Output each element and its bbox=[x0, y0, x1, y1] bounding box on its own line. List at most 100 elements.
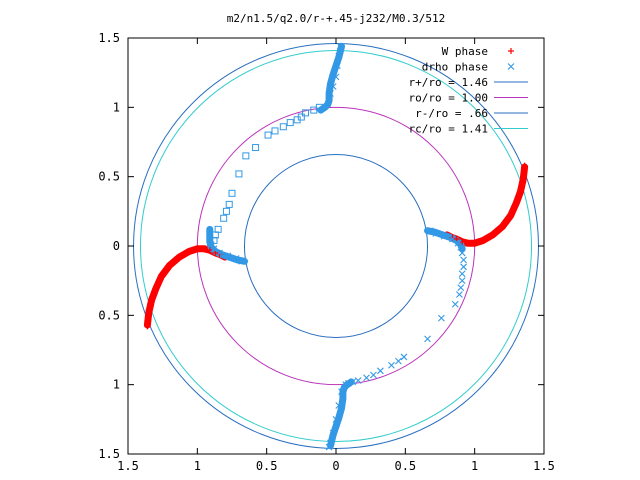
point-cross-1-10 bbox=[440, 232, 448, 240]
legend-label-0: W phase bbox=[442, 45, 488, 58]
point-plus-0-31 bbox=[473, 240, 480, 247]
point-cross-1-14 bbox=[458, 249, 466, 257]
x-tick-label-6: 1.5 bbox=[533, 459, 555, 473]
phase-points bbox=[144, 42, 528, 451]
point-cross-1-22 bbox=[437, 314, 445, 322]
point-square-2-7 bbox=[271, 127, 279, 135]
point-cross-1-1 bbox=[232, 255, 240, 262]
point-cross-1-39 bbox=[325, 443, 333, 451]
point-plus-0-9 bbox=[163, 265, 170, 272]
point-cross-1-21 bbox=[451, 300, 459, 308]
point-plus-0-11 bbox=[177, 252, 184, 259]
point-cross-1-4 bbox=[210, 245, 218, 253]
point-plus-0-25 bbox=[511, 204, 518, 211]
legend-label-1: drho phase bbox=[422, 61, 488, 74]
point-square-2-12 bbox=[228, 189, 236, 197]
point-cross-1-12 bbox=[454, 239, 462, 247]
point-cross-1-13 bbox=[457, 243, 465, 251]
point-square-2-6 bbox=[279, 123, 287, 131]
point-cross-1-29 bbox=[363, 374, 370, 382]
point-plus-0-3 bbox=[145, 306, 152, 313]
point-cross-1-2 bbox=[224, 252, 232, 260]
point-square-2-1 bbox=[310, 106, 318, 114]
point-cross-1-31 bbox=[349, 378, 357, 386]
point-plus-0-4 bbox=[147, 301, 154, 308]
reference-circle-3 bbox=[139, 49, 533, 443]
point-plus-0-29 bbox=[488, 233, 495, 240]
legend-label-4: r-/ro = .66 bbox=[415, 107, 488, 120]
point-cross-1-8 bbox=[426, 227, 434, 235]
point-cross-1-0 bbox=[238, 257, 246, 265]
y-tick-label-3: 0 bbox=[113, 239, 120, 253]
point-square-2-18 bbox=[210, 236, 218, 244]
y-tick-label-5: 1 bbox=[113, 378, 120, 392]
point-square-2-13 bbox=[225, 200, 233, 208]
point-plus-0-2 bbox=[145, 312, 152, 319]
point-square-2-5 bbox=[286, 119, 294, 127]
point-cross-1-33 bbox=[342, 381, 350, 389]
point-cross-1-17 bbox=[458, 270, 466, 278]
x-tick-label-0: 1.5 bbox=[117, 459, 139, 473]
point-cross-1-41 bbox=[329, 83, 337, 90]
x-tick-label-3: 0 bbox=[332, 459, 339, 473]
point-cross-1-44 bbox=[335, 52, 343, 60]
point-square-2-14 bbox=[222, 207, 230, 215]
legend-swatch-0 bbox=[508, 48, 514, 54]
point-plus-0-24 bbox=[514, 197, 521, 204]
point-cross-1-3 bbox=[216, 249, 223, 257]
point-square-2-10 bbox=[242, 152, 250, 160]
point-cross-1-42 bbox=[332, 73, 340, 81]
point-plus-0-7 bbox=[154, 281, 161, 288]
legend: W phase drho phase r+/ro = 1.46 ro/ro = 1.0… bbox=[409, 45, 528, 136]
point-plus-0-14 bbox=[199, 245, 206, 252]
point-plus-0-21 bbox=[520, 179, 527, 186]
legend-swatch-1 bbox=[507, 63, 515, 70]
point-square-2-2 bbox=[301, 109, 309, 117]
point-cross-1-27 bbox=[376, 367, 384, 375]
y-tick-label-2: 0.5 bbox=[98, 170, 120, 184]
point-cross-1-45 bbox=[336, 42, 344, 50]
point-plus-0-5 bbox=[148, 295, 155, 302]
point-square-2-9 bbox=[252, 144, 260, 152]
point-plus-0-23 bbox=[517, 190, 524, 197]
point-plus-0-19 bbox=[521, 168, 528, 175]
point-square-2-11 bbox=[235, 170, 243, 178]
point-cross-1-5 bbox=[207, 241, 215, 249]
point-plus-0-10 bbox=[170, 258, 177, 265]
y-tick-label-4: 0.5 bbox=[98, 308, 120, 322]
point-cross-1-18 bbox=[458, 277, 466, 285]
point-cross-1-9 bbox=[432, 230, 440, 237]
point-plus-0-20 bbox=[520, 173, 527, 180]
y-tick-label-0: 1.5 bbox=[98, 31, 120, 45]
axis-ticks: 1.5 1 0.5 0 0.5 1 1.51.510.500.511.5 bbox=[98, 31, 555, 473]
legend-label-5: rc/ro = 1.41 bbox=[409, 123, 488, 136]
point-cross-1-40 bbox=[327, 90, 334, 97]
point-plus-0-1 bbox=[144, 317, 151, 324]
y-tick-label-1: 1 bbox=[113, 100, 120, 114]
point-cross-1-34 bbox=[338, 388, 345, 395]
point-plus-0-8 bbox=[158, 273, 165, 280]
point-cross-1-7 bbox=[206, 228, 214, 236]
point-cross-1-20 bbox=[456, 291, 463, 298]
reference-circle-2 bbox=[243, 153, 429, 339]
point-plus-0-0 bbox=[144, 323, 151, 330]
x-tick-label-4: 0.5 bbox=[394, 459, 416, 473]
point-cross-1-15 bbox=[460, 256, 467, 264]
point-plus-0-32 bbox=[466, 240, 473, 247]
chart-title: m2/n1.5/q2.0/r-+.45-j232/M0.3/512 bbox=[227, 12, 446, 25]
point-cross-1-26 bbox=[388, 361, 395, 369]
point-cross-1-24 bbox=[400, 353, 408, 361]
y-tick-label-6: 1.5 bbox=[98, 447, 120, 461]
point-plus-0-28 bbox=[495, 227, 502, 234]
point-cross-1-37 bbox=[329, 429, 337, 437]
point-plus-0-27 bbox=[502, 220, 509, 227]
point-cross-1-11 bbox=[449, 235, 456, 243]
point-plus-0-22 bbox=[518, 184, 525, 191]
point-cross-1-16 bbox=[460, 263, 467, 271]
point-plus-0-30 bbox=[479, 237, 486, 244]
point-cross-1-43 bbox=[333, 62, 341, 70]
point-square-2-15 bbox=[220, 214, 228, 222]
x-tick-label-5: 1 bbox=[471, 459, 478, 473]
point-plus-0-18 bbox=[521, 162, 528, 169]
